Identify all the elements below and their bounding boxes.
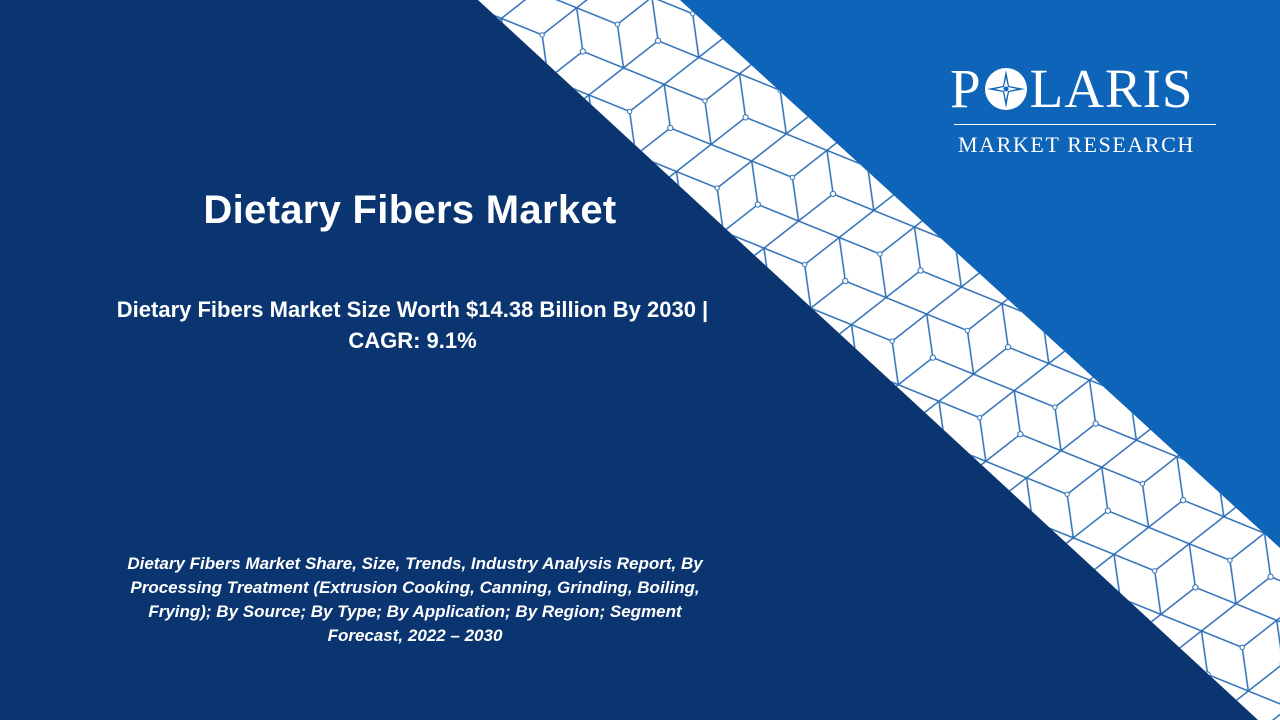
slide-subtitle: Dietary Fibers Market Size Worth $14.38 … xyxy=(40,294,785,356)
slide-title: Dietary Fibers Market xyxy=(203,188,617,232)
description-line-2: Processing Treatment (Extrusion Cooking,… xyxy=(130,578,700,597)
logo-word-end: LARIS xyxy=(1029,58,1194,119)
logo-word-start: P xyxy=(950,58,982,119)
description-line-1: Dietary Fibers Market Share, Size, Trend… xyxy=(127,554,703,573)
description-line-3: Frying); By Source; By Type; By Applicat… xyxy=(148,602,682,621)
logo-tagline: MARKET RESEARCH xyxy=(958,132,1195,157)
logo-wordmark: P LARIS xyxy=(950,60,1220,118)
polaris-logo: P LARIS MARKET RESEARCH xyxy=(950,60,1220,158)
compass-star-icon xyxy=(984,68,1027,110)
subtitle-line-2: CAGR: 9.1% xyxy=(348,328,477,353)
logo-divider xyxy=(954,124,1216,125)
report-description: Dietary Fibers Market Share, Size, Trend… xyxy=(40,552,790,648)
subtitle-line-1: Dietary Fibers Market Size Worth $14.38 … xyxy=(116,297,709,322)
description-line-4: Forecast, 2022 – 2030 xyxy=(327,626,503,645)
